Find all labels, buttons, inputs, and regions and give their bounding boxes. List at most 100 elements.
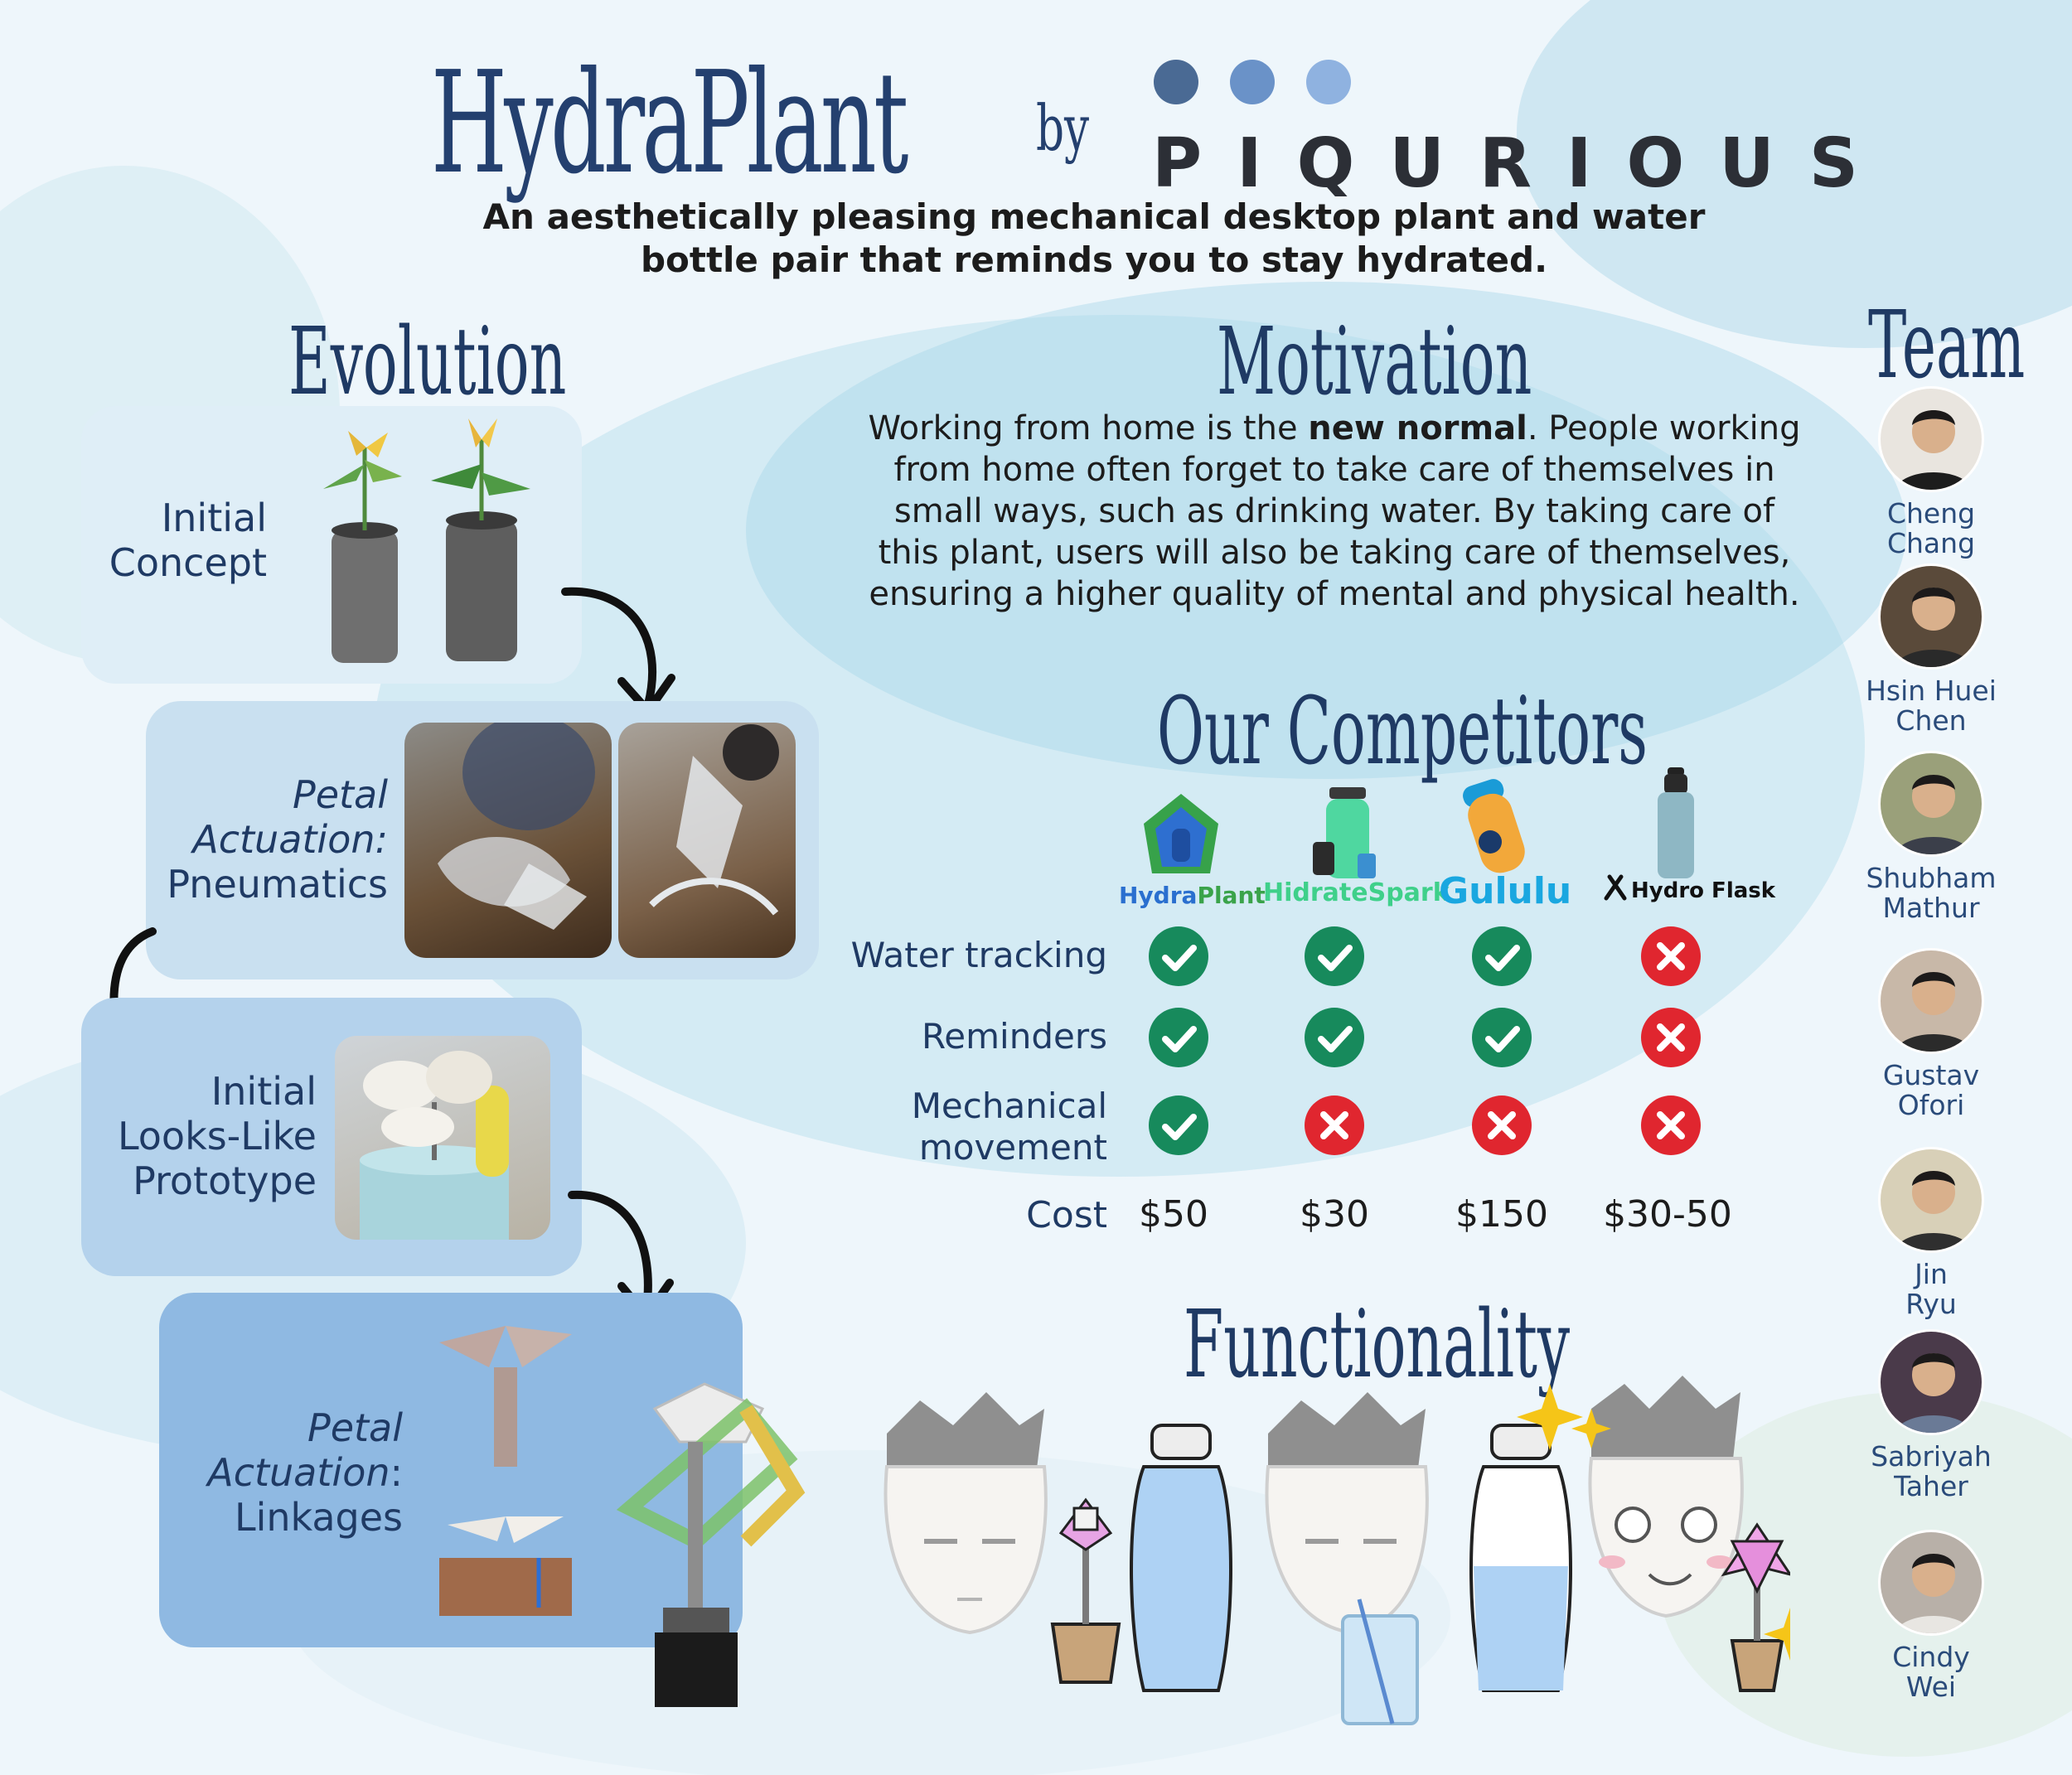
row-label-reminders-text: Reminders	[922, 1016, 1107, 1057]
team-member-name-line-2: Ryu	[1905, 1288, 1957, 1320]
stage-4-line-3: Linkages	[234, 1495, 403, 1540]
stage-1-label: Initial Concept	[83, 496, 267, 585]
stage-1-line-1: Initial	[161, 496, 267, 540]
cost-gululu: $150	[1455, 1193, 1548, 1236]
stage-2-line-1-text: Petal	[292, 772, 388, 817]
competitor-name-hydro-flask: Hydro Flask	[1631, 878, 1776, 903]
team-member-name-line-2: Ofori	[1897, 1089, 1965, 1121]
team-member-name-line-1: Hsin Huei	[1866, 675, 1997, 707]
stage-2-label: Petal Actuation: Pneumatics	[133, 772, 388, 907]
team-member-name-line-2: Mathur	[1882, 892, 1980, 924]
team-member-name: Gustav Ofori	[1840, 1061, 2022, 1120]
avatar-silhouette	[1894, 410, 1973, 490]
wilted-plant-1	[1050, 1497, 1121, 1684]
check-icon	[1147, 925, 1210, 988]
brand-dot-2	[1230, 60, 1275, 104]
stage-2-line-2: Actuation:	[133, 817, 388, 862]
team-heading: Team	[1868, 292, 2026, 399]
avatar-silhouette	[1894, 588, 1973, 667]
cross-icon	[1639, 1094, 1702, 1157]
row-label-cost: Cost	[1026, 1194, 1107, 1236]
stage-3-label: Initial Looks-Like Prototype	[83, 1069, 317, 1203]
brand-dot-3	[1306, 60, 1351, 104]
competitor-name-hydraplant: HydraPlant	[1119, 882, 1266, 909]
linkages-photos	[439, 1326, 572, 1616]
row-label-reminders: Reminders	[796, 1016, 1107, 1057]
stage-4-line-2-text: Actuation	[207, 1450, 390, 1495]
avatar-silhouette	[1894, 1171, 1973, 1250]
avatar-silhouette	[1894, 1554, 1973, 1633]
stage-4-line-2: Actuation:	[146, 1450, 403, 1495]
evolution-heading: Evolution	[288, 308, 567, 416]
tagline-line-1: An aesthetically pleasing mechanical des…	[482, 196, 1706, 237]
check-icon	[1470, 1006, 1533, 1069]
motivation-heading: Motivation	[1217, 308, 1532, 416]
stage-3-line-2: Looks-Like	[117, 1114, 317, 1158]
competitor-name-hidratespark: HidrateSpark	[1263, 878, 1450, 907]
avatar	[1878, 1530, 1984, 1636]
avatar-silhouette	[1894, 775, 1973, 854]
team-member-name: Hsin Huei Chen	[1840, 676, 2022, 736]
by-label: by	[1036, 91, 1090, 165]
avatar	[1878, 1329, 1984, 1435]
sparkle-icons	[1517, 1384, 1790, 1661]
motivation-text-part-1: Working from home is the	[868, 409, 1309, 447]
check-icon	[1470, 925, 1533, 988]
check-icon	[1303, 925, 1366, 988]
row-label-mechanical-movement: Mechanical movement	[796, 1086, 1107, 1168]
hydro-flask-bottle-icon	[1658, 767, 1694, 878]
hydro-flask-logo-icon	[1604, 874, 1627, 901]
tagline-line-2: bottle pair that reminds you to stay hyd…	[640, 239, 1548, 280]
stage-3-line-3: Prototype	[133, 1158, 317, 1203]
pneumatics-photo-1	[404, 723, 612, 958]
cost-hydro-flask: $30-50	[1603, 1193, 1732, 1236]
stage-4-line-2-suffix: :	[390, 1450, 404, 1495]
team-member-name-line-2: Wei	[1905, 1671, 1957, 1703]
pneumatics-photo-2	[618, 723, 796, 958]
cross-icon	[1470, 1094, 1533, 1157]
avatar	[1878, 386, 1984, 492]
draining-bottle-2	[1469, 1424, 1572, 1692]
cost-hidratespark: $30	[1300, 1193, 1369, 1236]
check-icon	[1147, 1094, 1210, 1157]
team-member-name-line-1: Cindy	[1892, 1641, 1970, 1673]
row-label-water-tracking-text: Water tracking	[850, 935, 1107, 975]
team-member-name: Cindy Wei	[1840, 1642, 2022, 1702]
check-icon	[1147, 1006, 1210, 1069]
competitors-heading: Our Competitors	[1157, 678, 1648, 786]
happy-person-3	[1588, 1376, 1744, 1618]
initial-concept-render	[323, 418, 530, 663]
team-member-name: Cheng Chang	[1840, 499, 2022, 559]
avatar-silhouette	[1894, 1353, 1973, 1433]
team-member-name: Jin Ryu	[1840, 1260, 2022, 1319]
cross-icon	[1303, 1094, 1366, 1157]
brand-name: PIQURIOUS	[1152, 124, 1893, 203]
stage-2-line-1: Petal	[133, 772, 388, 817]
poster-title: HydraPlant	[431, 41, 908, 206]
looks-like-photo	[335, 1036, 550, 1240]
drinking-person-2	[1265, 1392, 1429, 1725]
looks-like-photo-art	[360, 1051, 509, 1240]
stage-1-line-2: Concept	[109, 540, 267, 585]
hydraplant-logo-icon	[1144, 794, 1218, 873]
hydraplant-name-part-1: Hydra	[1119, 882, 1198, 909]
team-member-name: Shubham Mathur	[1840, 863, 2022, 923]
stage-4-line-1-text: Petal	[307, 1405, 403, 1450]
team-member-name-line-1: Sabriyah	[1871, 1440, 1992, 1473]
brand-dot-1	[1154, 60, 1198, 104]
row-label-mechanical-line-1: Mechanical	[911, 1086, 1107, 1126]
team-member-name-line-1: Jin	[1915, 1258, 1948, 1290]
stage-4-line-1: Petal	[146, 1405, 403, 1450]
pneumatics-photo-1-art	[438, 723, 595, 930]
row-label-water-tracking: Water tracking	[796, 935, 1107, 976]
motivation-text-bold: new normal	[1308, 409, 1527, 447]
functionality-heading: Functionality	[1184, 1291, 1571, 1399]
team-member-name-line-2: Chang	[1886, 527, 1976, 559]
pneumatics-photo-2-art	[649, 724, 779, 916]
team-member-name-line-2: Chen	[1895, 704, 1967, 737]
gululu-bottle-icon	[1463, 779, 1525, 873]
team-member-name-line-1: Cheng	[1886, 497, 1976, 530]
stage-2-line-2-text: Actuation:	[192, 817, 388, 862]
competitor-name-gululu: Gululu	[1439, 870, 1572, 912]
team-member-name-line-1: Gustav	[1882, 1059, 1980, 1091]
